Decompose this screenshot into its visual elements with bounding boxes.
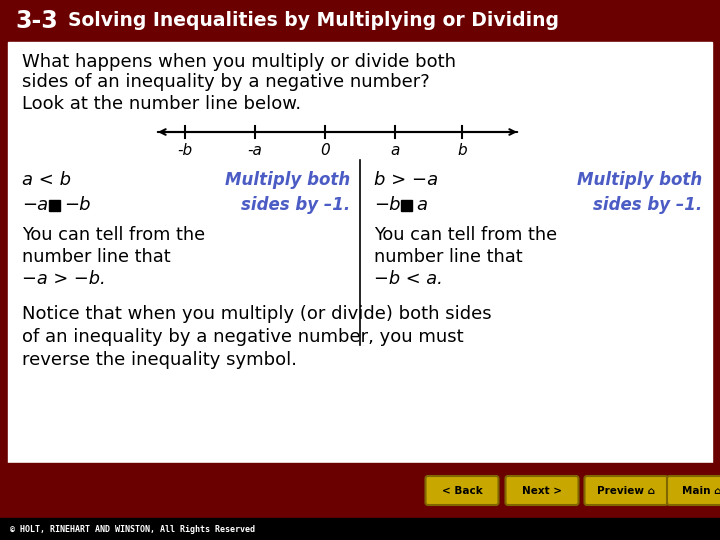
- FancyBboxPatch shape: [426, 476, 498, 505]
- Text: Main ⌂: Main ⌂: [683, 485, 720, 496]
- Text: -b: -b: [177, 143, 192, 158]
- FancyBboxPatch shape: [585, 476, 667, 505]
- Text: What happens when you multiply or divide both: What happens when you multiply or divide…: [22, 53, 456, 71]
- Text: of an inequality by a negative number, you must: of an inequality by a negative number, y…: [22, 328, 464, 346]
- Text: a: a: [416, 196, 427, 214]
- Bar: [0, 518, 720, 540]
- Bar: [49, 199, 60, 211]
- Text: Preview ⌂: Preview ⌂: [597, 485, 655, 496]
- Text: −a > −b.: −a > −b.: [22, 270, 106, 288]
- Bar: [8, 42, 712, 463]
- Text: sides by –1.: sides by –1.: [240, 196, 350, 214]
- Bar: [0, 0, 720, 42]
- Text: −b: −b: [64, 196, 91, 214]
- Text: You can tell from the: You can tell from the: [374, 226, 557, 244]
- Text: −b: −b: [374, 196, 400, 214]
- Text: You can tell from the: You can tell from the: [22, 226, 205, 244]
- Text: b > −a: b > −a: [374, 171, 438, 189]
- Text: number line that: number line that: [22, 248, 171, 266]
- Text: sides of an inequality by a negative number?: sides of an inequality by a negative num…: [22, 73, 430, 91]
- Text: a: a: [390, 143, 400, 158]
- Text: −b < a.: −b < a.: [374, 270, 443, 288]
- Text: reverse the inequality symbol.: reverse the inequality symbol.: [22, 351, 297, 369]
- Text: Solving Inequalities by Multiplying or Dividing: Solving Inequalities by Multiplying or D…: [68, 11, 559, 30]
- Text: © HOLT, RINEHART AND WINSTON, All Rights Reserved: © HOLT, RINEHART AND WINSTON, All Rights…: [10, 524, 255, 534]
- Text: a < b: a < b: [22, 171, 71, 189]
- Text: b: b: [457, 143, 467, 158]
- Bar: [0, 463, 720, 518]
- Text: < Back: < Back: [441, 485, 482, 496]
- Text: sides by –1.: sides by –1.: [593, 196, 702, 214]
- Text: number line that: number line that: [374, 248, 523, 266]
- Text: 3-3: 3-3: [15, 9, 58, 33]
- FancyBboxPatch shape: [667, 476, 720, 505]
- Text: Next >: Next >: [522, 485, 562, 496]
- Text: Look at the number line below.: Look at the number line below.: [22, 95, 301, 113]
- Text: −a: −a: [22, 196, 48, 214]
- Text: Multiply both: Multiply both: [225, 171, 350, 189]
- FancyBboxPatch shape: [505, 476, 578, 505]
- Text: Multiply both: Multiply both: [577, 171, 702, 189]
- Text: -a: -a: [248, 143, 262, 158]
- Bar: [401, 199, 412, 211]
- Text: 0: 0: [320, 143, 330, 158]
- Text: Notice that when you multiply (or divide) both sides: Notice that when you multiply (or divide…: [22, 305, 492, 323]
